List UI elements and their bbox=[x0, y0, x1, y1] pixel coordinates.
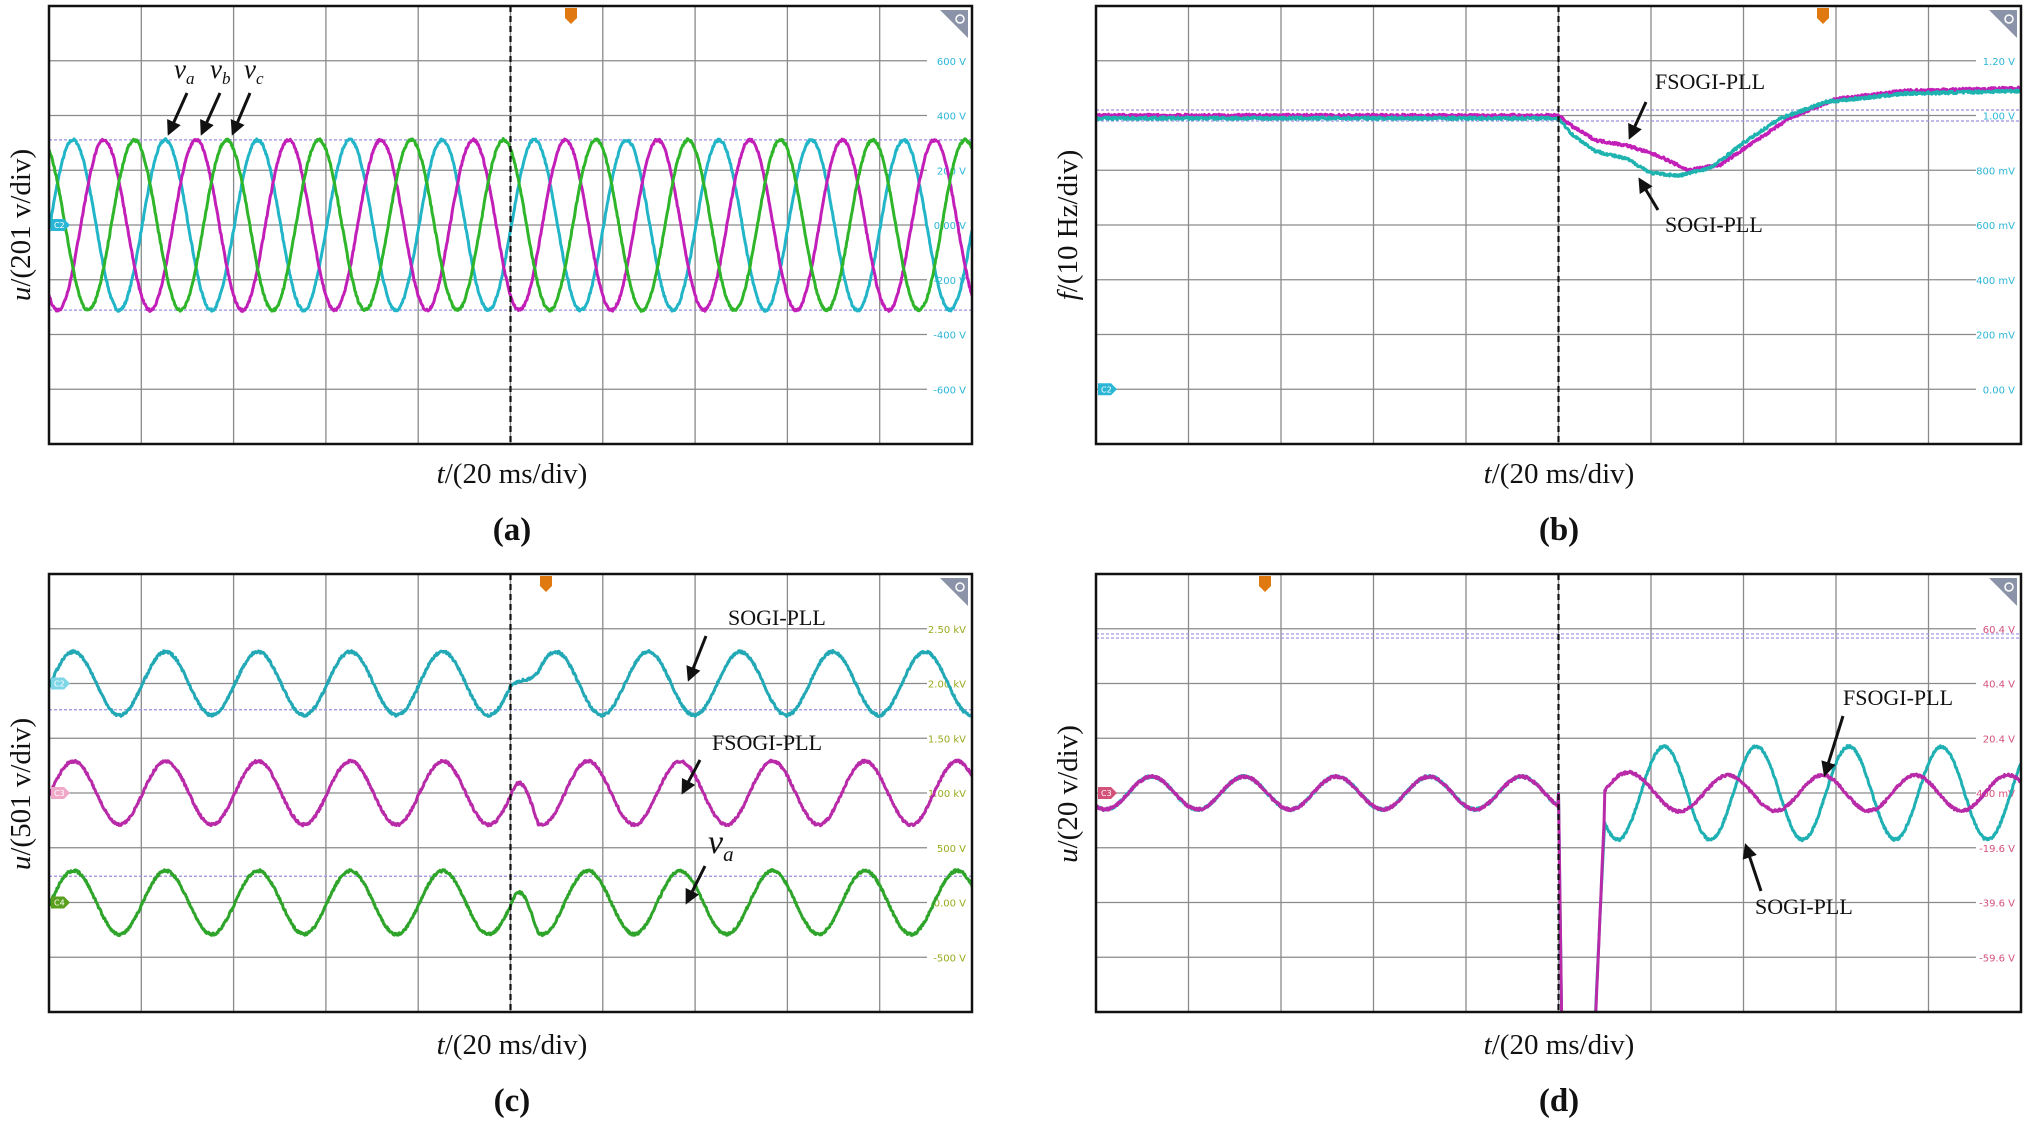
annotations-b: FSOGI-PLL SOGI-PLL bbox=[1628, 69, 1765, 237]
y-tick-label: 400 mV bbox=[1976, 789, 2015, 800]
y-tick-label: 0.00 V bbox=[1983, 385, 2015, 396]
annotation-sogi: SOGI-PLL bbox=[1755, 894, 1853, 919]
zoom-icon bbox=[940, 10, 968, 38]
xlabel-c: t/(20 ms/div) bbox=[437, 1029, 588, 1061]
xlabel-a: t/(20 ms/div) bbox=[437, 458, 588, 490]
panel-b: 1.20 V 1.00 V 800 mV 600 mV 400 mV 200 mV 0.00… bbox=[1094, 4, 2023, 446]
arrow-va bbox=[167, 92, 189, 136]
y-tick-label: 1.50 kV bbox=[928, 734, 966, 745]
annotations-c: SOGI-PLL FSOGI-PLL va bbox=[681, 605, 826, 905]
y-tick-label: 1.00 V bbox=[1983, 112, 2015, 123]
annotation-vc: vc bbox=[244, 54, 264, 88]
annotation-va: va bbox=[174, 54, 194, 88]
panel-d: 60.4 V 40.4 V 20.4 V 400 mV -19.6 V -39.6 V -5… bbox=[1094, 572, 2023, 1014]
arrow-sogi bbox=[686, 635, 708, 682]
trigger-position-icon bbox=[540, 576, 552, 592]
xlabel-d: t/(20 ms/div) bbox=[1484, 1029, 1635, 1061]
channel-tag-label: C3 bbox=[54, 789, 65, 798]
y-tick-label: 400 V bbox=[937, 112, 966, 123]
plot-frame bbox=[1094, 572, 2023, 1014]
ylabel-c: u/(501 v/div) bbox=[5, 718, 37, 870]
annotation-sogi: SOGI-PLL bbox=[728, 605, 826, 630]
series-fsogi-pll bbox=[1096, 769, 2021, 1012]
zoom-icon bbox=[1989, 578, 2017, 606]
arrow-fsogi bbox=[1821, 715, 1845, 777]
plot-frame bbox=[47, 4, 974, 446]
y-tick-label: 0.00 V bbox=[934, 221, 966, 232]
arrow-fsogi bbox=[1628, 101, 1648, 140]
y-tick-label: 2.50 kV bbox=[928, 625, 966, 636]
y-tick-label: 1.20 V bbox=[1983, 57, 2015, 68]
trigger-position-icon bbox=[1817, 8, 1829, 24]
ylabel-b: f/(10 Hz/div) bbox=[1052, 150, 1084, 301]
y-tick-label: -39.6 V bbox=[1979, 899, 2015, 910]
plot-frame bbox=[47, 572, 974, 1014]
channel-tag-label: C2 bbox=[54, 221, 65, 230]
annotation-fsogi: FSOGI-PLL bbox=[712, 730, 822, 755]
channel-marker-icon bbox=[51, 219, 70, 231]
arrow-fsogi bbox=[681, 759, 702, 795]
y-tick-label: 0.00 V bbox=[934, 899, 966, 910]
zoom-icon bbox=[940, 578, 968, 606]
y-tick-label: 200 mV bbox=[1976, 331, 2015, 342]
y-tick-label: -59.6 V bbox=[1979, 953, 2015, 964]
arrow-vb bbox=[200, 92, 222, 136]
annotation-va: va bbox=[708, 824, 734, 866]
annotation-sogi: SOGI-PLL bbox=[1665, 212, 1763, 237]
y-tick-label: -400 V bbox=[933, 331, 966, 342]
annotation-vb: vb bbox=[210, 54, 230, 88]
arrow-sogi bbox=[1638, 177, 1660, 211]
caption-d: (d) bbox=[1539, 1083, 1579, 1119]
xlabel-b: t/(20 ms/div) bbox=[1484, 458, 1635, 490]
magnifier-icon bbox=[2004, 582, 2014, 592]
arrow-sogi bbox=[1742, 843, 1763, 892]
channel-tag-label: C2 bbox=[1101, 385, 1112, 394]
caption-a: (a) bbox=[493, 512, 531, 548]
arrow-vc bbox=[230, 92, 252, 136]
trigger-position-icon bbox=[1259, 576, 1271, 592]
channel-tag-label: C4 bbox=[54, 899, 65, 908]
channel-marker-icon bbox=[51, 896, 70, 909]
y-tick-label: 20.4 V bbox=[1983, 734, 2015, 745]
y-tick-label: -600 V bbox=[933, 385, 966, 396]
arrow-va bbox=[685, 865, 707, 905]
annotation-fsogi: FSOGI-PLL bbox=[1655, 69, 1765, 94]
channel-tag-label: C2 bbox=[54, 680, 65, 689]
y-tick-label: -19.6 V bbox=[1979, 844, 2015, 855]
magnifier-icon bbox=[955, 582, 965, 592]
caption-c: (c) bbox=[494, 1083, 531, 1119]
y-tick-label: 1.00 kV bbox=[928, 789, 966, 800]
channel-marker-icon bbox=[51, 787, 70, 799]
channel-marker-icon bbox=[1098, 787, 1117, 799]
y-tick-label: 600 V bbox=[937, 57, 966, 68]
series-vb bbox=[49, 137, 972, 313]
y-tick-label: 600 mV bbox=[1976, 221, 2015, 232]
y-tick-label: 800 mV bbox=[1976, 166, 2015, 177]
channel-tag-label: C3 bbox=[1101, 789, 1112, 798]
y-tick-label: 400 mV bbox=[1976, 276, 2015, 287]
channel-marker-icon bbox=[1098, 383, 1117, 396]
y-tick-label: -500 V bbox=[933, 953, 966, 964]
caption-b: (b) bbox=[1539, 512, 1579, 548]
y-tick-label: 60.4 V bbox=[1983, 625, 2015, 636]
ylabel-a: u/(201 v/div) bbox=[5, 149, 37, 301]
ylabel-d: u/(20 v/div) bbox=[1052, 725, 1084, 863]
zoom-icon bbox=[1989, 10, 2017, 38]
trigger-position-icon bbox=[565, 8, 577, 24]
y-tick-label: 500 V bbox=[937, 844, 966, 855]
y-tick-label: 40.4 V bbox=[1983, 680, 2015, 691]
annotation-fsogi: FSOGI-PLL bbox=[1843, 685, 1953, 710]
plot-frame bbox=[1094, 4, 2023, 446]
series-group bbox=[1096, 744, 2021, 1012]
y-tick-label: -200 V bbox=[933, 276, 966, 287]
magnifier-icon bbox=[2004, 14, 2014, 24]
annotations-a: va vb vc bbox=[167, 54, 264, 136]
channel-marker-icon bbox=[51, 677, 70, 690]
magnifier-icon bbox=[955, 14, 965, 24]
annotations-d: FSOGI-PLL SOGI-PLL bbox=[1742, 685, 1953, 919]
